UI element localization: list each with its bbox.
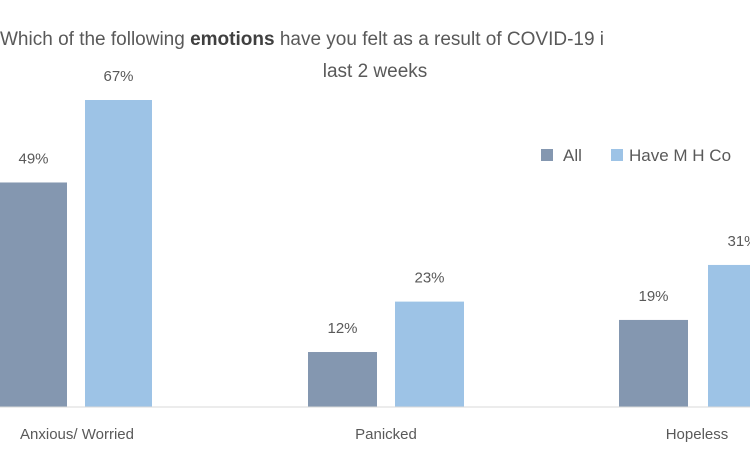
data-label-2-0: 19%: [638, 288, 668, 305]
data-label-0-0: 49%: [18, 150, 48, 167]
legend-label-all: All: [563, 146, 582, 165]
bar-hopeless-series-1: [708, 264, 750, 407]
chart-title: Which of the following emotions have you…: [0, 29, 604, 50]
chart-title-part-1: Which of the following: [0, 29, 190, 50]
chart-title-line2: last 2 weeks: [323, 61, 428, 82]
data-label-1-1: 23%: [414, 270, 444, 287]
category-label-0: Anxious/ Worried: [20, 426, 134, 443]
data-label-0-1: 67%: [103, 68, 133, 85]
legend: All Have M H Co: [541, 146, 731, 165]
data-label-2-1: 31%: [727, 233, 750, 250]
bar-anxious-worried-series-1: [85, 100, 152, 407]
bar-hopeless-series-0: [619, 319, 688, 407]
bar-anxious-worried-series-0: [0, 182, 67, 407]
legend-swatch-mh: [611, 149, 623, 161]
category-labels-group: Anxious/ Worried Panicked Hopeless: [20, 426, 728, 443]
chart-title-bold: emotions: [190, 29, 274, 50]
bar-labels-group: 49% 67% 12% 23% 19% 31%: [18, 68, 750, 337]
chart-title-part-3: have you felt as a result of COVID-19 i: [275, 29, 605, 50]
data-label-1-0: 12%: [327, 320, 357, 337]
legend-swatch-all: [541, 149, 553, 161]
bar-panicked-series-1: [395, 301, 464, 407]
legend-label-mh: Have M H Co: [629, 146, 731, 165]
category-label-2: Hopeless: [666, 426, 729, 443]
bar-panicked-series-0: [308, 352, 377, 407]
bars-group: [0, 100, 750, 407]
category-label-1: Panicked: [355, 426, 417, 443]
